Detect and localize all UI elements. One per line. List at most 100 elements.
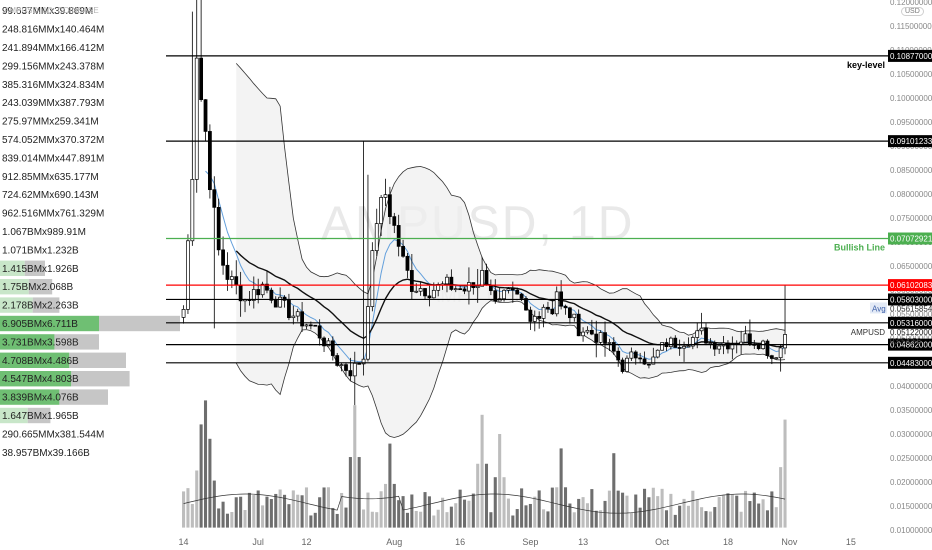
time-tick-label: 12 — [301, 537, 311, 547]
level-price-text: 0.05316000 — [890, 319, 932, 328]
candle-body — [335, 355, 340, 366]
volume-bar — [779, 467, 783, 528]
candle-body — [743, 333, 748, 343]
volume-bar — [542, 509, 546, 528]
avg-price: 0.05615854 — [890, 304, 932, 313]
volume-profile-label: 1.071BMx1.232B — [2, 245, 79, 256]
price-tick-label: 0.02500000 — [890, 454, 932, 463]
currency-button[interactable]: USD — [901, 7, 924, 16]
candle-body — [537, 315, 542, 319]
avg-tag — [870, 302, 887, 314]
candle — [546, 301, 550, 313]
level-line: 0.09101233 — [166, 135, 932, 148]
volume-profile-label: 4.547BMx4.803B — [2, 374, 79, 385]
volume-profile-label: 290.665MMx381.544M — [2, 429, 104, 440]
candle-body — [480, 270, 484, 287]
volume-bar — [774, 507, 778, 528]
candle-body — [642, 358, 647, 365]
candle — [313, 324, 318, 327]
avg-marker: Avg 0.05615854 — [870, 302, 932, 314]
volume-profile-label: 275.97MMx259.341M — [2, 117, 99, 128]
candle-body — [295, 311, 300, 317]
candle-body — [436, 284, 441, 291]
candle-body — [445, 276, 449, 285]
price-tick-label: 0.10000000 — [890, 94, 932, 103]
candle-body — [427, 295, 432, 299]
level-line: 0.06102083 — [166, 279, 932, 292]
volume-bar — [335, 513, 339, 528]
candle-body — [594, 333, 599, 343]
volume-bar — [506, 498, 510, 528]
volume-bar — [419, 511, 423, 528]
candle — [730, 336, 735, 360]
volume-bar — [318, 497, 322, 528]
candle-body — [708, 342, 713, 345]
profile-down-volume — [99, 315, 180, 332]
candle-body — [510, 288, 515, 291]
price-tick-label: 0.01000000 — [890, 526, 932, 535]
volume-profile-row: 962.516MMx761.329M — [2, 209, 104, 220]
symbol-line: AMPUSD, 1D, COINBASE — [4, 6, 99, 15]
volume-bar — [300, 495, 304, 528]
level-price-text: 0.09101233 — [890, 137, 932, 146]
volume-bar — [230, 512, 234, 528]
candle — [199, 0, 204, 102]
volume-bar — [449, 506, 453, 528]
level-line: 0.10877000 key-level — [166, 49, 932, 70]
candle — [677, 339, 682, 356]
volume-bar — [296, 494, 300, 528]
volume-bar — [511, 515, 515, 528]
volume-bar — [621, 492, 625, 528]
candle-body — [730, 343, 735, 350]
candle-body — [352, 362, 357, 377]
candle — [401, 239, 405, 258]
candle-body — [686, 345, 691, 348]
price-tick-label: 0.12000000 — [890, 0, 932, 7]
volume-profile-row: 290.665MMx381.544M — [2, 429, 104, 440]
candle-body — [313, 324, 318, 327]
volume-profile-label: 99.637MMx39.869M — [2, 6, 93, 17]
candle-body — [458, 288, 463, 291]
profile-up-volume — [0, 352, 70, 368]
candle-body — [251, 289, 256, 301]
candle — [374, 208, 379, 257]
candle — [765, 339, 770, 359]
price-tick-label: 0.08500000 — [890, 166, 932, 175]
candle-body — [260, 283, 265, 296]
profile-up-volume — [0, 297, 33, 313]
volume-bar — [370, 511, 374, 528]
candle — [190, 11, 195, 246]
candle-body — [199, 57, 204, 100]
volume-bar — [344, 507, 348, 528]
candle — [453, 285, 458, 293]
volume-bar — [678, 505, 682, 528]
volume-bar — [695, 499, 699, 528]
volume-bar — [436, 509, 440, 528]
price-axis: 0.120000000.115000000.110000000.10500000… — [890, 0, 932, 535]
price-tick-label: 0.05000000 — [890, 334, 932, 343]
candle — [726, 340, 730, 354]
level-price-tag — [888, 356, 932, 369]
symbol-header: AMPUSD, 1D, COINBASE — [4, 6, 99, 15]
candle-body — [229, 276, 234, 280]
volume-bar — [498, 434, 502, 528]
volume-profile-label: 962.516MMx761.329M — [2, 209, 104, 220]
level-price-text: 0.05803000 — [890, 295, 932, 304]
candle-body — [212, 189, 217, 208]
price-tick-label: 0.05500000 — [890, 310, 932, 319]
candle — [598, 330, 603, 346]
volume-bar — [388, 443, 392, 528]
volume-bar — [476, 463, 480, 528]
level-line: 0.07072921 Bullish Line — [166, 232, 932, 252]
candle — [251, 276, 256, 309]
volume-bar — [599, 510, 603, 528]
candle — [638, 352, 643, 364]
candle-body — [256, 289, 261, 296]
candle — [690, 335, 695, 350]
volume-bar — [203, 400, 208, 528]
profile-down-volume — [69, 352, 126, 368]
volume-bar — [603, 500, 607, 528]
candle — [625, 355, 629, 373]
level-price-text: 0.04862000 — [890, 341, 932, 350]
